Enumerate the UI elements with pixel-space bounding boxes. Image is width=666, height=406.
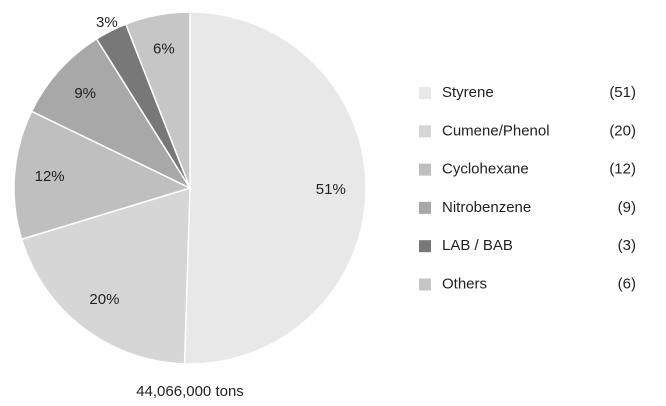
slice-label: 20%: [89, 291, 119, 308]
legend-swatch: [419, 278, 431, 291]
legend-value: (51): [609, 84, 636, 101]
slice-label: 6%: [153, 41, 175, 58]
legend-value: (6): [618, 275, 636, 292]
slice-label: 3%: [96, 14, 118, 31]
legend-value: (9): [618, 199, 636, 216]
legend-swatch: [419, 201, 431, 214]
slice-label: 12%: [35, 168, 65, 185]
legend-label: Styrene: [442, 84, 494, 101]
legend-label: Cyclohexane: [442, 161, 529, 178]
legend-value: (20): [609, 122, 636, 139]
pie-slice: [183, 11, 367, 365]
pie-slice: [30, 37, 193, 190]
pie-slice: [124, 11, 191, 189]
legend-label: Cumene/Phenol: [442, 122, 550, 139]
legend-label: Others: [442, 275, 487, 292]
legend-label: Nitrobenzene: [442, 199, 531, 216]
pie-slice: [20, 186, 191, 365]
legend-value: (12): [609, 161, 636, 178]
legend-swatch: [419, 87, 431, 99]
legend-swatch: [419, 240, 431, 253]
pie-slice: [13, 110, 193, 241]
slice-label: 51%: [316, 181, 346, 198]
slice-label: 9%: [74, 85, 96, 102]
legend-value: (3): [618, 237, 636, 254]
legend-label: LAB / BAB: [442, 237, 513, 254]
legend-swatch: [419, 163, 431, 176]
legend-swatch: [419, 125, 431, 138]
caption: 44,066,000 tons: [136, 383, 244, 400]
